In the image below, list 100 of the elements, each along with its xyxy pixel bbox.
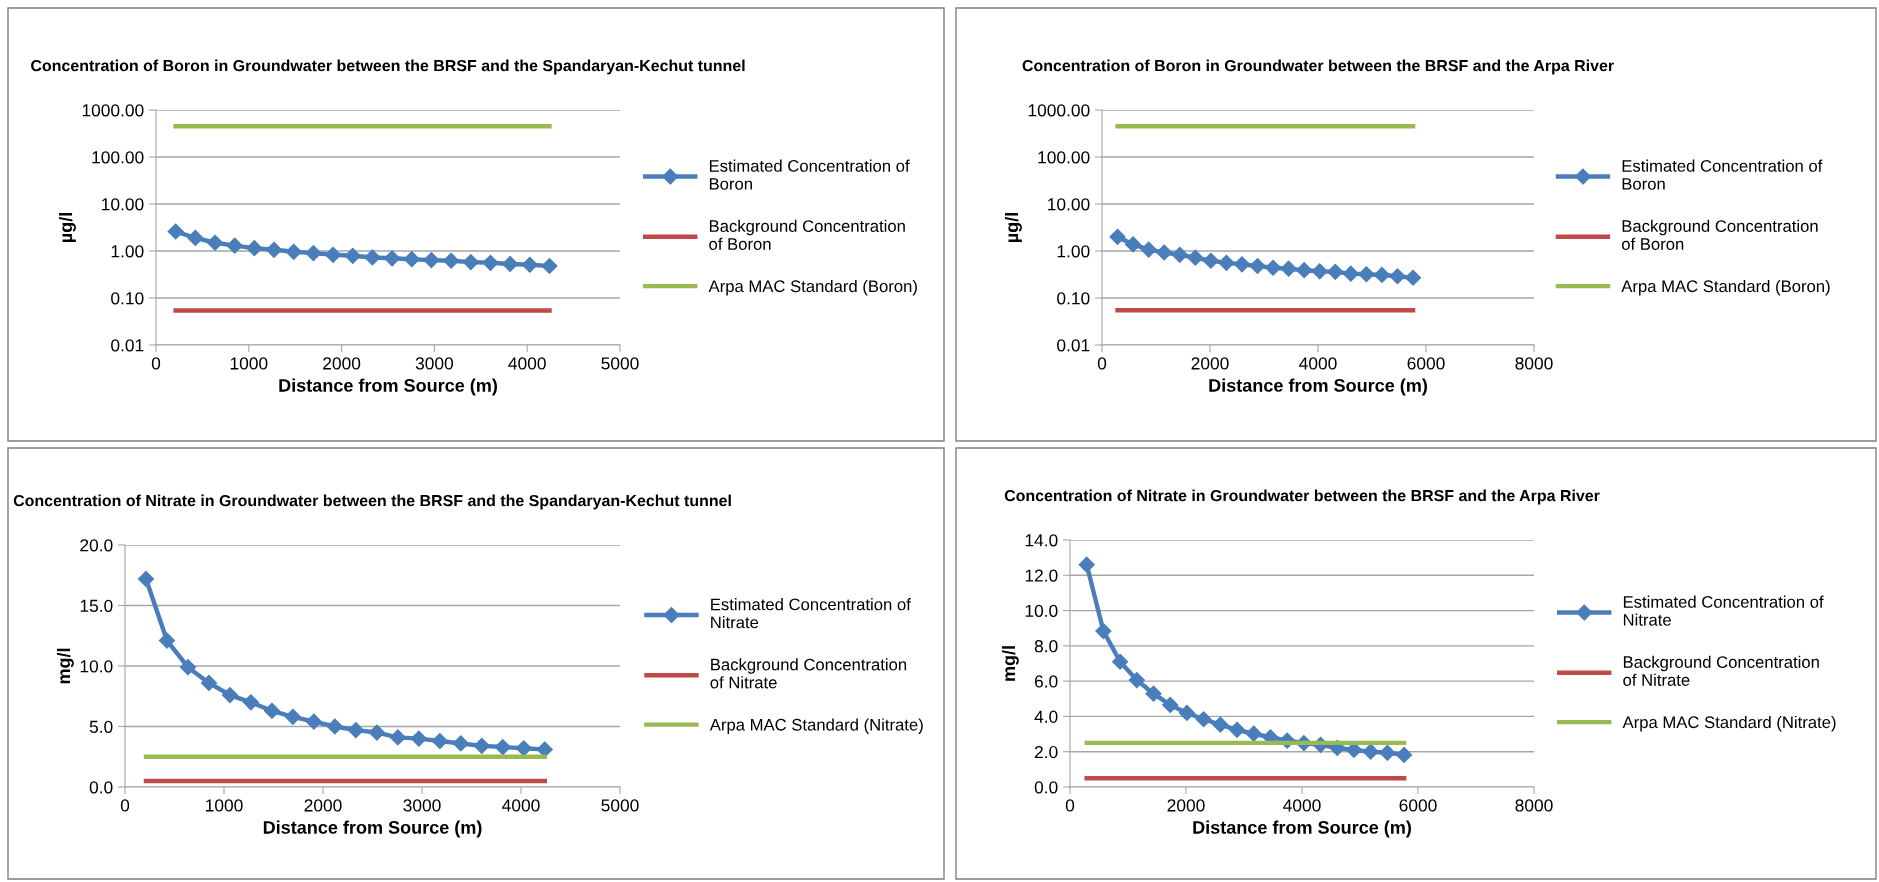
point (1362, 743, 1379, 760)
point (1171, 246, 1188, 263)
point (179, 659, 197, 676)
x-tick-label: 1000 (230, 357, 268, 370)
point (1195, 711, 1212, 728)
point (326, 718, 343, 735)
y-tick-label: 20.0 (80, 539, 113, 552)
point (521, 256, 538, 273)
point (285, 243, 302, 260)
y-tick-label: 1000.00 (1028, 104, 1090, 117)
point (1202, 252, 1219, 269)
point (263, 702, 280, 719)
y-tick-label: 6.0 (1034, 675, 1058, 688)
point (305, 245, 322, 262)
y-tick-label: 10.00 (1048, 198, 1090, 211)
point (1358, 266, 1375, 283)
x-tick-label: 4000 (1299, 357, 1337, 370)
point (502, 255, 519, 273)
point (389, 729, 406, 746)
point (284, 708, 301, 725)
x-tick-label: 3000 (415, 357, 454, 370)
point (1404, 269, 1422, 286)
point (423, 252, 440, 269)
legend-label: Estimated Concentration of Nitrate (1623, 595, 1824, 626)
point (541, 257, 558, 275)
point (1379, 744, 1396, 761)
point (347, 722, 364, 739)
point (1109, 228, 1126, 245)
point (1178, 704, 1195, 721)
y-tick-label: 1000.00 (82, 104, 144, 117)
point (1128, 672, 1145, 689)
point (1140, 241, 1157, 258)
x-tick-label: 2000 (1191, 357, 1229, 370)
y-tick-label: 10.0 (1025, 604, 1058, 618)
y-tick-label: 1.00 (1057, 245, 1090, 258)
point (1233, 256, 1251, 273)
point (1228, 721, 1246, 738)
x-tick-label: 2000 (1167, 799, 1205, 812)
x-tick-label: 1000 (206, 799, 243, 812)
point (1245, 725, 1262, 742)
y-tick-label: 4.0 (1034, 710, 1058, 723)
point (1212, 716, 1229, 733)
x-tick-label: 3000 (403, 799, 441, 812)
point (473, 737, 490, 754)
legend-label: Arpa MAC Standard (Nitrate) (1622, 715, 1836, 732)
point (305, 713, 322, 730)
legend-label: Background Concentration of Boron (1621, 219, 1818, 250)
y-tick-label: 0.0 (89, 781, 113, 794)
y-axis-title: µg/l (1004, 213, 1022, 243)
point (1145, 685, 1162, 702)
y-tick-label: 0.0 (1034, 781, 1058, 794)
point (452, 735, 469, 752)
x-axis-title: Distance from Source (m) (1209, 378, 1427, 396)
chart-title: Concentration of Nitrate in Groundwater between the BRSF and the Spandaryan-Kechut tunnel (13, 494, 731, 510)
y-tick-label: 10.00 (102, 198, 144, 211)
point (403, 251, 420, 268)
y-tick-label: 0.10 (111, 292, 144, 305)
y-tick-label: 1.00 (111, 245, 144, 258)
point (1342, 265, 1359, 282)
point (206, 234, 224, 251)
y-tick-label: 0.01 (1057, 339, 1090, 352)
legend-label: Arpa MAC Standard (Boron) (1621, 279, 1830, 296)
x-tick-label: 2000 (323, 357, 361, 370)
point (1156, 244, 1173, 261)
point (200, 674, 218, 692)
point (137, 570, 155, 587)
x-tick-label: 0 (1097, 357, 1107, 370)
y-tick-label: 10.0 (80, 660, 113, 673)
chart-title: Concentration of Boron in Groundwater between the BRSF and the Arpa River (1022, 59, 1614, 75)
legend-label: Background Concentration of Nitrate (710, 658, 907, 689)
point (384, 250, 401, 267)
chart-title: Concentration of Nitrate in Groundwater between the BRSF and the Arpa River (1004, 489, 1600, 505)
point (1125, 236, 1142, 253)
y-tick-label: 100.00 (92, 151, 144, 164)
chart-title: Concentration of Boron in Groundwater between the BRSF and the Spandaryan-Kechut tunnel (31, 59, 745, 75)
x-tick-label: 6000 (1399, 799, 1437, 812)
point (364, 249, 381, 266)
legend-label: Arpa MAC Standard (Nitrate) (709, 718, 923, 734)
point (443, 252, 460, 269)
point (1327, 263, 1344, 280)
point (221, 686, 239, 704)
x-tick-label: 0 (151, 357, 161, 370)
x-tick-label: 8000 (1515, 357, 1553, 370)
x-tick-label: 0 (1065, 799, 1075, 812)
x-tick-label: 6000 (1407, 357, 1445, 370)
point (226, 237, 243, 254)
point (1249, 257, 1266, 275)
point (265, 241, 283, 258)
y-tick-label: 8.0 (1034, 640, 1058, 653)
point (242, 694, 259, 711)
x-tick-label: 5000 (601, 357, 639, 370)
point (431, 732, 448, 750)
x-tick-label: 0 (120, 799, 130, 812)
y-axis-title: mg/l (1001, 646, 1019, 681)
x-tick-label: 8000 (1515, 799, 1553, 812)
y-tick-label: 2.0 (1034, 745, 1058, 759)
x-axis-title: Distance from Source (m) (1193, 820, 1411, 838)
x-tick-label: 4000 (1283, 799, 1321, 812)
y-axis-title: mg/l (56, 648, 74, 684)
point (167, 223, 184, 240)
